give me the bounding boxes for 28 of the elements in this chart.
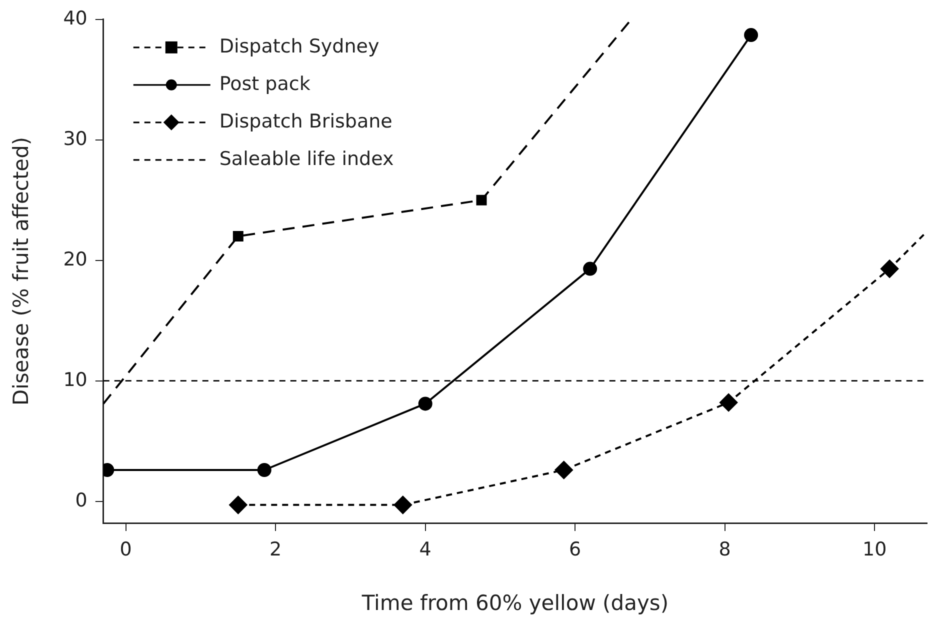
point	[583, 262, 598, 276]
point	[744, 28, 758, 42]
y-tick-label: 0	[75, 489, 88, 512]
point	[418, 396, 432, 411]
point	[554, 460, 573, 479]
x-tick-label: 4	[419, 538, 432, 560]
point	[229, 496, 248, 514]
legend-label: Dispatch Sydney	[219, 35, 380, 58]
y-tick-label: 30	[63, 128, 88, 150]
y-tick-label: 10	[63, 368, 88, 391]
x-tick-label: 10	[862, 538, 887, 560]
y-tick-label: 40	[63, 7, 88, 30]
legend-label: Dispatch Brisbane	[219, 110, 392, 132]
x-tick-label: 2	[270, 538, 282, 560]
point	[476, 194, 487, 206]
y-tick-label: 20	[63, 248, 88, 270]
point	[394, 496, 412, 514]
legend-label: Saleable life index	[219, 148, 394, 170]
x-tick-label: 0	[120, 538, 132, 560]
y-axis-title: Disease (% fruit affected)	[9, 136, 34, 406]
point	[232, 231, 244, 242]
point	[257, 462, 272, 477]
x-tick-label: 6	[569, 538, 582, 560]
legend-label: Post pack	[219, 72, 310, 95]
x-tick-label: 8	[718, 538, 731, 560]
point	[880, 260, 899, 278]
x-axis-title: Time from 60% yellow (days)	[360, 590, 669, 615]
point	[720, 394, 738, 412]
